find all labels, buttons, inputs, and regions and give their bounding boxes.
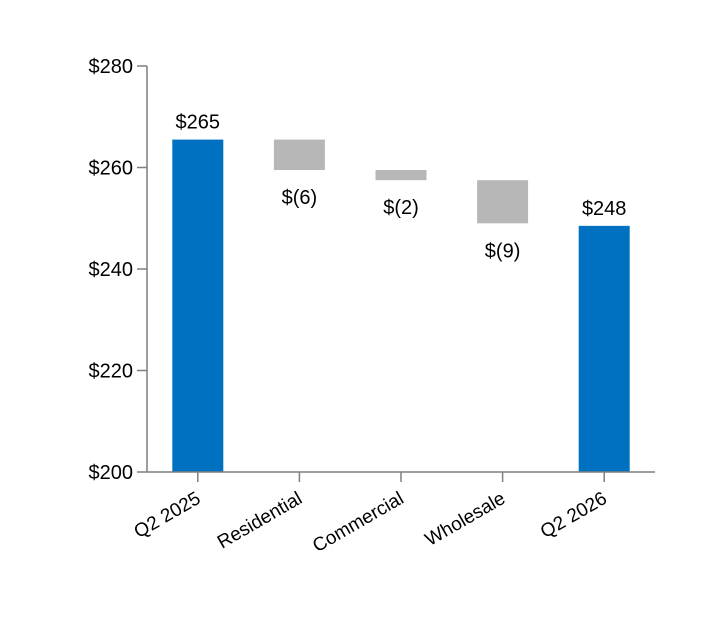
y-tick-label: $260 [89, 158, 134, 180]
bar-residential [273, 139, 325, 171]
bars: $265 $(6) $(2) $(9) $248 [172, 112, 630, 472]
bar-q2-2026 [578, 225, 630, 472]
bar-wholesale [477, 180, 529, 224]
data-label: $(9) [485, 240, 521, 262]
bar-commercial [375, 170, 427, 181]
y-tick-label: $240 [89, 259, 134, 281]
data-label: $(2) [383, 197, 419, 219]
y-tick-label: $280 [89, 56, 134, 78]
data-label: $265 [176, 112, 221, 134]
x-category-label: Wholesale [422, 488, 509, 551]
x-category-label: Residential [214, 488, 306, 553]
y-tick-label: $200 [89, 462, 134, 484]
x-category-label: Commercial [309, 488, 407, 557]
x-category-label: Q2 2025 [131, 488, 205, 543]
y-tick-label: $220 [89, 361, 134, 383]
y-axis-ticks: $200 $220 $240 $260 $280 [89, 56, 147, 484]
x-axis-ticks: Q2 2025 Residential Commercial Wholesale Q2 … [131, 472, 611, 557]
bar-q2-2025 [172, 139, 224, 472]
x-category-label: Q2 2026 [537, 488, 611, 543]
data-label: $(6) [282, 187, 318, 209]
data-label: $248 [582, 198, 627, 220]
